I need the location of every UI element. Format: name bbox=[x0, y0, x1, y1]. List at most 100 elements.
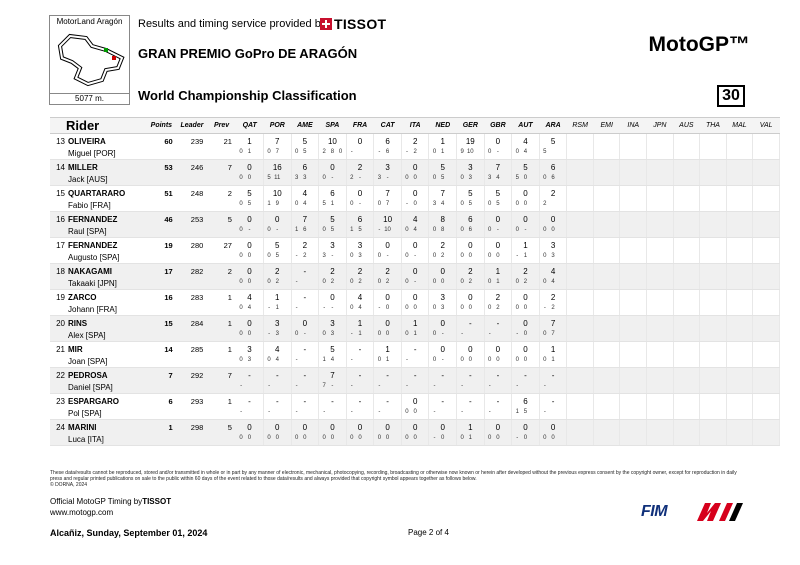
race-result-cell: 16 5 11 bbox=[263, 159, 292, 186]
race-breakdown: - bbox=[402, 357, 429, 363]
prev-gap-cell: 1 bbox=[207, 315, 236, 342]
race-points: 5 bbox=[550, 137, 556, 146]
rider-position: 24 bbox=[56, 423, 65, 432]
race-points: - bbox=[248, 371, 251, 380]
points-cell: 1 bbox=[146, 419, 177, 446]
future-race-cell bbox=[673, 211, 701, 238]
race-breakdown-value: 0 bbox=[413, 409, 417, 415]
race-points: 1 bbox=[550, 345, 556, 354]
race-points: 4 bbox=[412, 215, 418, 224]
race-breakdown-value bbox=[502, 227, 510, 233]
race-breakdown-value: 0 bbox=[460, 279, 464, 285]
race-breakdown-value: 0 bbox=[350, 305, 354, 311]
future-race-cell bbox=[699, 289, 727, 316]
points-cell: 51 bbox=[146, 185, 177, 212]
race-breakdown-value: 1 bbox=[247, 149, 252, 155]
race-breakdown-value: 0 bbox=[405, 227, 409, 233]
race-breakdown-value: 0 bbox=[432, 149, 437, 155]
race-points: 5 bbox=[440, 163, 445, 172]
race-result-cell: 2-2 bbox=[401, 133, 430, 160]
race-result-cell: -- bbox=[484, 393, 513, 420]
race-breakdown-value: - bbox=[386, 175, 389, 181]
prev-gap-cell: 2 bbox=[207, 185, 236, 212]
race-points: 0 bbox=[495, 345, 501, 354]
website-link[interactable]: www.motogp.com bbox=[50, 508, 114, 517]
column-header-race: POR bbox=[263, 117, 292, 134]
future-race-cell bbox=[646, 185, 674, 212]
race-breakdown-value bbox=[337, 305, 345, 311]
column-header-race: GER bbox=[456, 117, 485, 134]
rider-firstname: Luca [ITA] bbox=[68, 435, 104, 444]
future-race-cell bbox=[673, 263, 701, 290]
future-race-cell bbox=[726, 133, 754, 160]
race-breakdown-value bbox=[474, 331, 482, 337]
race-breakdown-value bbox=[392, 305, 400, 311]
leader-gap-cell: 285 bbox=[176, 341, 208, 368]
race-breakdown-value bbox=[474, 201, 482, 207]
race-breakdown-value: 7 bbox=[551, 331, 555, 337]
race-breakdown-value: 3 bbox=[441, 305, 445, 311]
race-breakdown-value bbox=[530, 149, 538, 155]
race-breakdown-value: 0 bbox=[322, 175, 326, 181]
race-breakdown-value bbox=[356, 149, 364, 155]
race-points: - bbox=[303, 371, 307, 380]
race-breakdown-value: 2 bbox=[468, 279, 472, 285]
rider-surname: ESPARGARO bbox=[68, 397, 119, 406]
leader-gap-cell: 293 bbox=[176, 393, 208, 420]
race-result-cell: 0-- bbox=[318, 289, 347, 316]
prev-gap-cell: 7 bbox=[207, 367, 236, 394]
race-points: 2 bbox=[440, 241, 445, 250]
race-breakdown-value bbox=[364, 305, 372, 311]
race-breakdown-value bbox=[466, 409, 474, 415]
race-points: 7 bbox=[330, 371, 335, 380]
race-breakdown-value: 3 bbox=[247, 357, 252, 363]
race-breakdown-value bbox=[447, 227, 455, 233]
race-points: 3 bbox=[275, 319, 280, 328]
rider-surname: FERNANDEZ bbox=[68, 215, 118, 224]
race-breakdown-value bbox=[356, 383, 364, 389]
race-points: 0 bbox=[302, 423, 308, 432]
race-breakdown: - bbox=[292, 409, 319, 415]
race-breakdown-value: 1 bbox=[496, 279, 500, 285]
race-breakdown: 0- bbox=[319, 175, 346, 181]
race-breakdown: -1 bbox=[512, 253, 539, 259]
race-breakdown-value: 0 bbox=[515, 357, 519, 363]
race-breakdown-value bbox=[364, 383, 372, 389]
place-date: Alcañiz, Sunday, September 01, 2024 bbox=[50, 528, 208, 538]
future-race-cell bbox=[619, 185, 648, 212]
future-race-cell bbox=[593, 263, 621, 290]
race-breakdown-value: 0 bbox=[441, 435, 445, 441]
race-breakdown-value: 0 bbox=[468, 305, 472, 311]
future-race-cell bbox=[752, 263, 780, 290]
race-points: - bbox=[358, 371, 362, 380]
future-race-cell bbox=[699, 159, 727, 186]
race-breakdown-value: 2 bbox=[322, 149, 326, 155]
race-breakdown-value bbox=[474, 435, 482, 441]
rider-surname: MILLER bbox=[68, 163, 98, 172]
race-breakdown-value: 0 bbox=[488, 149, 492, 155]
column-header-race: ARA bbox=[539, 117, 567, 134]
race-breakdown-value bbox=[281, 227, 289, 233]
race-points: 0 bbox=[412, 397, 418, 406]
race-breakdown-value bbox=[392, 435, 400, 441]
race-breakdown-value bbox=[392, 357, 400, 363]
page-number-box: 30 bbox=[717, 85, 745, 107]
race-breakdown-value: 0 bbox=[405, 279, 409, 285]
race-points: 19 bbox=[465, 137, 475, 146]
points-cell: 14 bbox=[146, 341, 177, 368]
